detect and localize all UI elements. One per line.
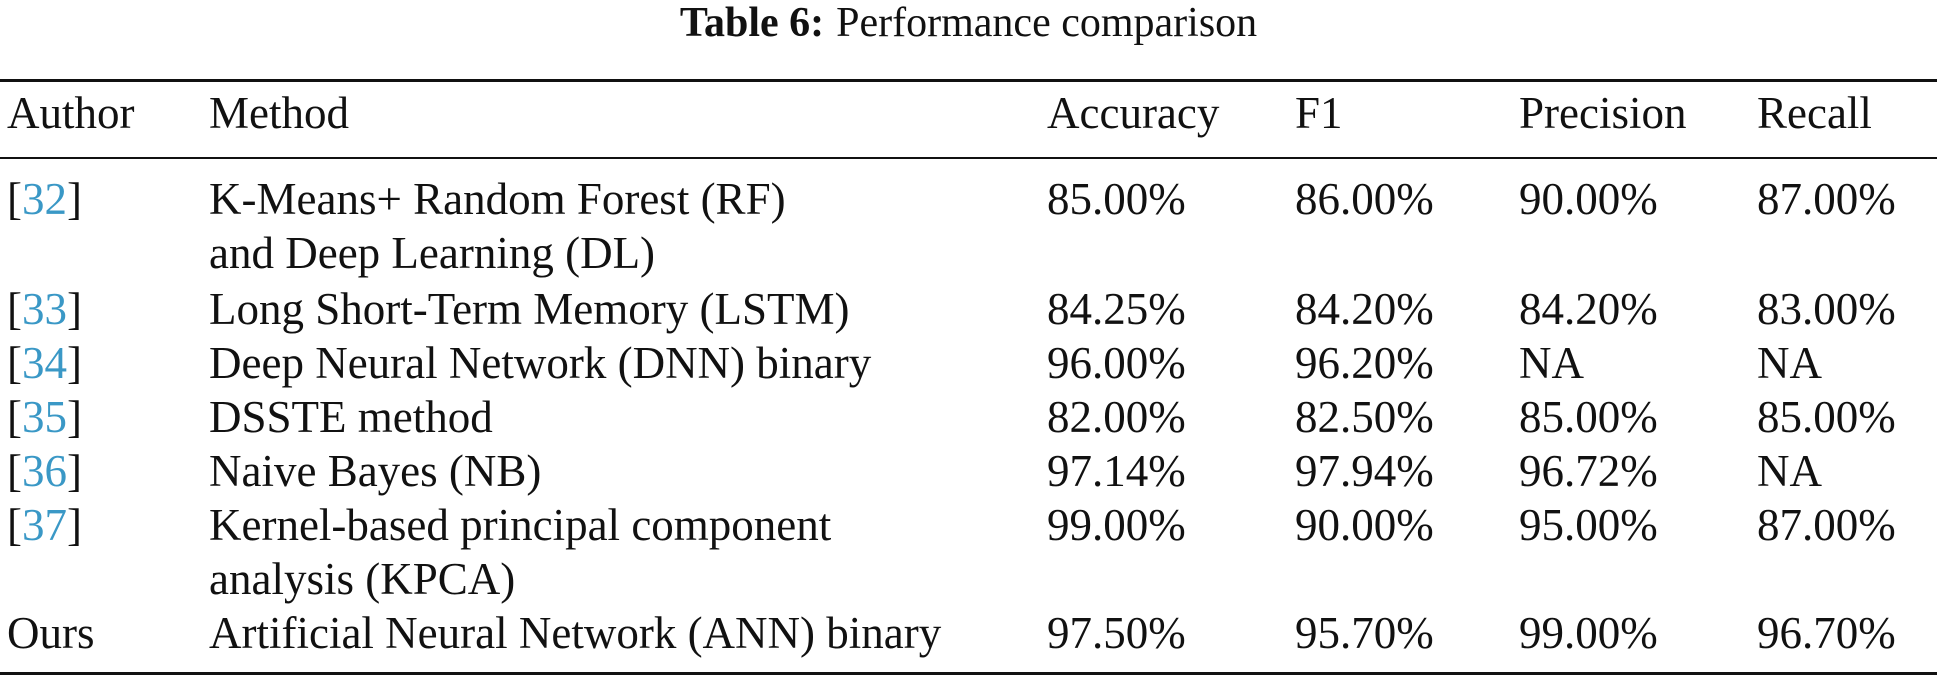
ref-bracket-close: ] <box>67 338 82 388</box>
recall-cell: NA <box>1757 446 1822 496</box>
author-cell: [33] <box>7 282 82 336</box>
ref-bracket-open: [ <box>7 446 22 496</box>
method-cell: Artificial Neural Network (ANN) binary <box>209 608 942 658</box>
f1-cell: 96.20% <box>1295 338 1434 388</box>
ref-bracket-open: [ <box>7 500 22 550</box>
header-recall: Recall <box>1757 88 1872 138</box>
f1-cell: 86.00% <box>1295 174 1434 224</box>
citation-link[interactable]: 36 <box>22 446 67 496</box>
citation-link[interactable]: 32 <box>22 174 67 224</box>
recall-cell: 87.00% <box>1757 174 1896 224</box>
author-cell: Ours <box>7 606 95 660</box>
precision-cell: NA <box>1519 338 1584 388</box>
author-cell: [32] <box>7 172 82 226</box>
recall-cell: 87.00% <box>1757 500 1896 550</box>
header-accuracy: Accuracy <box>1047 88 1220 138</box>
bottom-rule <box>0 672 1937 675</box>
method-cell: K-Means+ Random Forest (RF) and Deep Lea… <box>209 174 786 278</box>
header-method: Method <box>209 88 349 138</box>
f1-cell: 82.50% <box>1295 392 1434 442</box>
caption-label: Table 6: <box>679 0 825 46</box>
f1-cell: 95.70% <box>1295 608 1434 658</box>
author-cell: [37] <box>7 498 82 552</box>
ref-bracket-close: ] <box>67 174 82 224</box>
precision-cell: 85.00% <box>1519 392 1658 442</box>
author-cell: [35] <box>7 390 82 444</box>
accuracy-cell: 99.00% <box>1047 500 1186 550</box>
author-name: Ours <box>7 608 95 658</box>
header-rule <box>0 157 1937 159</box>
recall-cell: 83.00% <box>1757 284 1896 334</box>
f1-cell: 97.94% <box>1295 446 1434 496</box>
accuracy-cell: 85.00% <box>1047 174 1186 224</box>
accuracy-cell: 84.25% <box>1047 284 1186 334</box>
author-cell: [36] <box>7 444 82 498</box>
accuracy-cell: 97.50% <box>1047 608 1186 658</box>
precision-cell: 95.00% <box>1519 500 1658 550</box>
citation-link[interactable]: 33 <box>22 284 67 334</box>
ref-bracket-open: [ <box>7 174 22 224</box>
ref-bracket-close: ] <box>67 284 82 334</box>
ref-bracket-close: ] <box>67 500 82 550</box>
method-cell: Deep Neural Network (DNN) binary <box>209 338 872 388</box>
ref-bracket-open: [ <box>7 392 22 442</box>
method-cell: Kernel-based principal component analysi… <box>209 500 832 604</box>
ref-bracket-close: ] <box>67 446 82 496</box>
recall-cell: 85.00% <box>1757 392 1896 442</box>
f1-cell: 90.00% <box>1295 500 1434 550</box>
method-cell: Long Short-Term Memory (LSTM) <box>209 284 850 334</box>
recall-cell: NA <box>1757 338 1822 388</box>
header-author: Author <box>7 88 135 138</box>
top-rule <box>0 79 1937 82</box>
citation-link[interactable]: 35 <box>22 392 67 442</box>
author-cell: [34] <box>7 336 82 390</box>
table-caption: Table 6: Performance comparison <box>0 0 1937 46</box>
citation-link[interactable]: 34 <box>22 338 67 388</box>
accuracy-cell: 82.00% <box>1047 392 1186 442</box>
precision-cell: 90.00% <box>1519 174 1658 224</box>
precision-cell: 96.72% <box>1519 446 1658 496</box>
recall-cell: 96.70% <box>1757 608 1896 658</box>
method-cell: Naive Bayes (NB) <box>209 446 542 496</box>
accuracy-cell: 97.14% <box>1047 446 1186 496</box>
ref-bracket-open: [ <box>7 338 22 388</box>
accuracy-cell: 96.00% <box>1047 338 1186 388</box>
header-precision: Precision <box>1519 88 1687 138</box>
caption-text: Performance comparison <box>836 0 1258 46</box>
header-f1: F1 <box>1295 88 1343 138</box>
ref-bracket-open: [ <box>7 284 22 334</box>
ref-bracket-close: ] <box>67 392 82 442</box>
citation-link[interactable]: 37 <box>22 500 67 550</box>
method-cell: DSSTE method <box>209 392 493 442</box>
precision-cell: 84.20% <box>1519 284 1658 334</box>
f1-cell: 84.20% <box>1295 284 1434 334</box>
precision-cell: 99.00% <box>1519 608 1658 658</box>
